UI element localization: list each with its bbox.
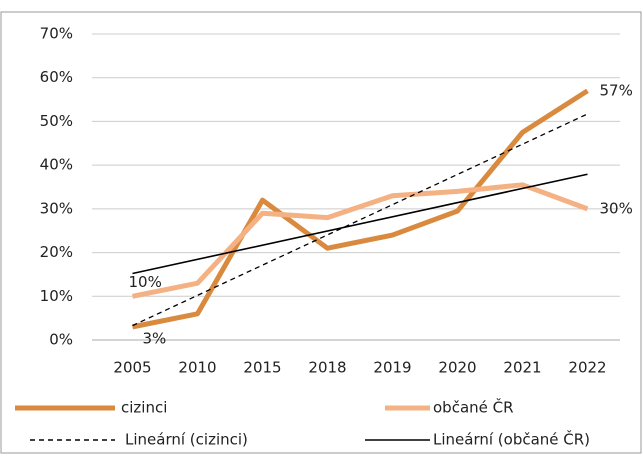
trendline [132, 173, 588, 275]
legend-label: cizinci [121, 399, 167, 417]
data-label: 3% [143, 329, 167, 347]
x-tick-label: 2019 [373, 359, 411, 377]
x-tick-label: 2005 [113, 359, 151, 377]
y-tick-label: 40% [40, 156, 73, 174]
y-tick-label: 10% [40, 287, 73, 305]
legend-label: Lineární (občané ČR) [433, 430, 590, 449]
y-tick-label: 20% [40, 243, 73, 261]
legend-label: občané ČR [433, 398, 514, 417]
y-tick-label: 0% [49, 331, 73, 349]
x-tick-label: 2018 [308, 359, 346, 377]
x-tick-label: 2010 [178, 359, 216, 377]
y-tick-label: 50% [40, 112, 73, 130]
legend-label: Lineární (cizinci) [125, 431, 248, 449]
trendline [132, 113, 588, 327]
data-label: 10% [129, 273, 162, 291]
x-tick-label: 2015 [243, 359, 281, 377]
x-tick-label: 2022 [568, 359, 606, 377]
series-line [132, 88, 589, 330]
series-line [132, 182, 589, 299]
y-tick-label: 30% [40, 199, 73, 217]
data-label: 30% [600, 199, 633, 217]
y-tick-label: 70% [40, 25, 73, 43]
y-tick-label: 60% [40, 68, 73, 86]
data-label: 57% [600, 81, 633, 99]
x-tick-label: 2020 [438, 359, 476, 377]
x-tick-label: 2021 [503, 359, 541, 377]
